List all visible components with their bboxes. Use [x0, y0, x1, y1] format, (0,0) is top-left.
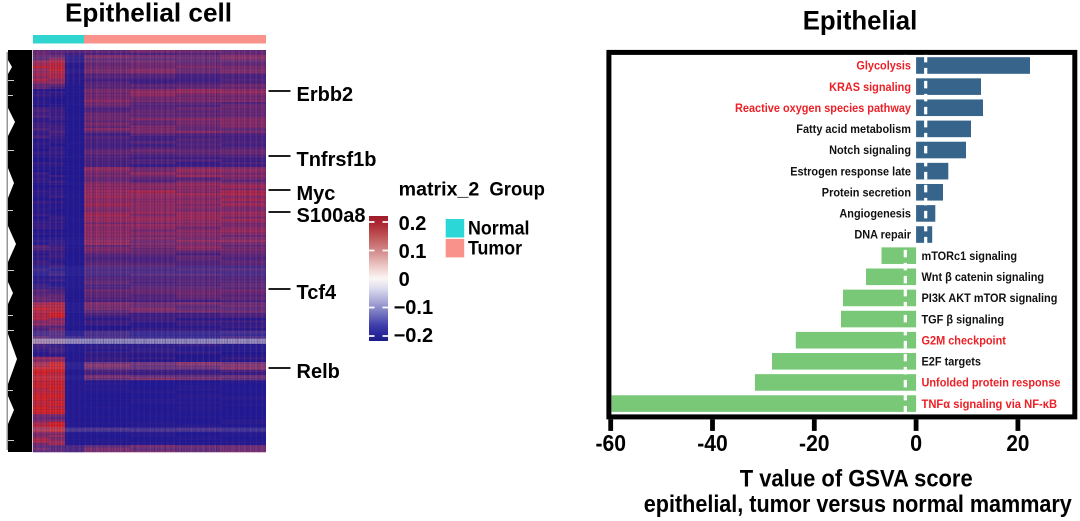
svg-text:-60: -60 [595, 430, 626, 456]
svg-text:TGF β signaling: TGF β signaling [922, 312, 1005, 326]
svg-text:0: 0 [910, 430, 922, 456]
svg-text:0.2: 0.2 [399, 213, 427, 235]
svg-text:Normal: Normal [468, 218, 530, 240]
svg-text:-40: -40 [697, 430, 728, 456]
svg-text:epithelial, tumor versus norma: epithelial, tumor versus normal mammary [644, 491, 1073, 518]
svg-text:S100a8: S100a8 [297, 205, 366, 227]
svg-text:−0.2: −0.2 [394, 325, 433, 347]
svg-text:Erbb2: Erbb2 [297, 84, 354, 106]
svg-text:Estrogen response late: Estrogen response late [790, 164, 911, 178]
svg-text:Glycolysis: Glycolysis [856, 59, 911, 73]
svg-text:Tnfrsf1b: Tnfrsf1b [297, 149, 377, 171]
svg-text:Tumor: Tumor [468, 238, 522, 260]
svg-text:TNFα signaling via NF-κB: TNFα signaling via NF-κB [922, 397, 1058, 411]
svg-text:matrix_2: matrix_2 [399, 180, 480, 201]
svg-text:Reactive oxygen species pathwa: Reactive oxygen species pathway [735, 101, 911, 115]
svg-text:Relb: Relb [297, 361, 340, 383]
svg-text:Angiogenesis: Angiogenesis [839, 207, 911, 221]
svg-text:mTORc1 signaling: mTORc1 signaling [922, 249, 1018, 263]
svg-text:DNA repair: DNA repair [854, 228, 911, 242]
svg-text:-20: -20 [799, 430, 830, 456]
svg-text:Epithelial: Epithelial [803, 6, 918, 36]
svg-text:Unfolded protein response: Unfolded protein response [922, 376, 1061, 390]
svg-text:Notch signaling: Notch signaling [829, 143, 911, 157]
svg-text:Myc: Myc [297, 183, 336, 205]
svg-text:Fatty acid metabolism: Fatty acid metabolism [796, 122, 911, 136]
svg-text:G2M checkpoint: G2M checkpoint [922, 333, 1006, 347]
svg-text:KRAS signaling: KRAS signaling [829, 80, 911, 94]
svg-text:Group: Group [489, 180, 545, 201]
svg-text:−0.1: −0.1 [394, 297, 433, 319]
svg-text:20: 20 [1006, 430, 1029, 456]
svg-text:T value of GSVA score: T value of GSVA score [740, 465, 973, 492]
svg-text:Tcf4: Tcf4 [297, 282, 338, 304]
svg-text:E2F targets: E2F targets [922, 355, 982, 369]
svg-text:Protein secretion: Protein secretion [822, 186, 911, 200]
svg-text:Wnt β catenin signaling: Wnt β catenin signaling [922, 270, 1045, 284]
svg-text:0.1: 0.1 [399, 241, 427, 263]
svg-text:PI3K AKT mTOR signaling: PI3K AKT mTOR signaling [922, 291, 1058, 305]
svg-text:Epithelial cell: Epithelial cell [65, 0, 232, 28]
svg-text:0: 0 [399, 269, 410, 291]
